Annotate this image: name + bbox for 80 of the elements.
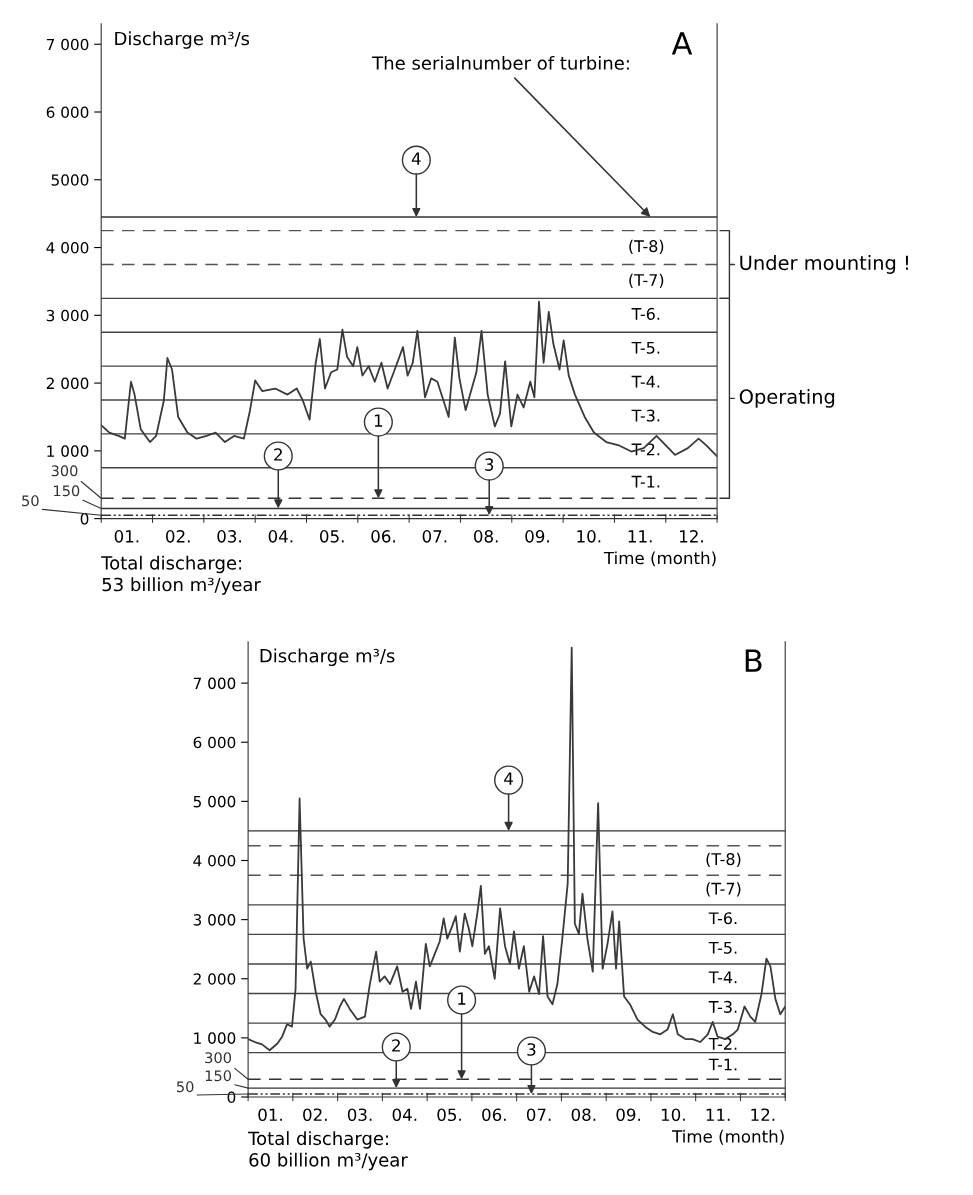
x-tick-label: 12. (751, 1108, 775, 1121)
x-tick-label: 09. (616, 1108, 641, 1122)
x-tick-label: 08. (571, 1108, 596, 1122)
x-tick-label: 03. (217, 530, 241, 543)
annotation: (T-8) (706, 852, 741, 868)
annotation: T-3. (708, 1000, 737, 1013)
x-tick-label: 02. (166, 530, 190, 543)
legend-label: 150 (54, 485, 80, 497)
x-tick-label: 07. (422, 530, 447, 543)
text: Under mounting ! (740, 255, 908, 274)
y-axis-title: Discharge m³/s (260, 648, 395, 667)
annotation: (T-7) (629, 273, 664, 288)
y-tick-label: 6 000 (46, 106, 89, 119)
x-tick-label: 11. (628, 530, 652, 543)
x-axis-title: Time (month) (671, 1129, 784, 1145)
annotation: The serialnumber of turbine: (372, 55, 629, 70)
annotation: (T-8) (629, 239, 664, 255)
x-tick-label: 11. (706, 1108, 730, 1121)
annotation: T-4. (708, 971, 737, 984)
x-tick-label: 10. (577, 530, 601, 543)
y-tick-label: 2 000 (193, 973, 236, 985)
annotation: 4 (504, 772, 513, 785)
x-tick-label: 08. (473, 530, 498, 543)
y-tick-label: 1 000 (47, 445, 89, 457)
y-tick-label: 3 000 (193, 914, 236, 926)
ref-line-label: 300 (51, 465, 78, 477)
annotation: 2 (392, 1039, 400, 1052)
y-tick-label: 5 000 (193, 795, 236, 808)
x-tick-label: 09. (525, 530, 549, 543)
annotation: T-3. (631, 409, 660, 422)
chart-title: B (745, 649, 762, 672)
annotation: T-2. (708, 1037, 737, 1050)
y-tick-label: 6 000 (193, 736, 236, 749)
ref-line-label: 50 (176, 1081, 194, 1093)
text: Total discharge: 53 billion m³/year (101, 555, 261, 595)
annotation: 4 (411, 152, 421, 165)
x-tick-label: 06. (482, 1108, 506, 1122)
x-tick-label: 01. (114, 530, 139, 543)
x-tick-label: 04. (392, 1108, 417, 1122)
x-tick-label: 05. (320, 530, 344, 543)
legend-label: 150 (205, 1070, 232, 1082)
y-tick-label: 2 000 (46, 377, 89, 390)
annotation: T-6. (708, 912, 737, 925)
y-tick-label: 1 000 (194, 1032, 236, 1044)
annotation: T-4. (631, 375, 660, 388)
x-tick-label: 05. (437, 1108, 461, 1122)
annotation: 1 (458, 992, 466, 1005)
text: Total discharge: 60 billion m³/year (248, 1131, 408, 1171)
y-tick-label: 7 000 (193, 677, 236, 690)
x-tick-label: 01. (258, 1108, 282, 1122)
annotation: 3 (527, 1043, 536, 1056)
x-axis-title: Time (month) (603, 551, 716, 567)
x-tick-label: 12. (680, 530, 703, 543)
annotation: 3 (485, 458, 494, 471)
annotation: T-1. (708, 1058, 737, 1071)
annotation: T-5. (631, 341, 660, 354)
x-tick-label: 06. (371, 530, 395, 543)
x-tick-label: 02. (303, 1108, 327, 1122)
y-axis-title: Discharge m³/s (115, 31, 250, 49)
x-tick-label: 03. (347, 1108, 372, 1122)
x-tick-label: 10. (661, 1108, 685, 1122)
ref-line-label: 300 (205, 1052, 232, 1064)
y-tick-label: 4 000 (46, 242, 89, 254)
text: Operating (739, 388, 835, 408)
annotation: T-6. (631, 307, 660, 320)
annotation: T-5. (708, 941, 737, 954)
x-tick-label: 07. (526, 1108, 551, 1122)
annotation: (T-7) (706, 882, 741, 897)
x-tick-label: 04. (268, 530, 293, 543)
annotation: 2 (274, 448, 282, 461)
chart-title: A (671, 32, 693, 55)
y-tick-label: 0 (80, 513, 89, 525)
y-tick-label: 3 000 (46, 309, 89, 322)
y-tick-label: 5000 (51, 174, 89, 186)
annotation: 1 (374, 414, 383, 427)
annotation: T-2. (631, 443, 660, 456)
ref-line-label: 50 (22, 495, 39, 507)
y-tick-label: 4 000 (193, 854, 236, 867)
y-tick-label: 7 000 (46, 38, 89, 51)
annotation: T-1. (631, 475, 660, 488)
